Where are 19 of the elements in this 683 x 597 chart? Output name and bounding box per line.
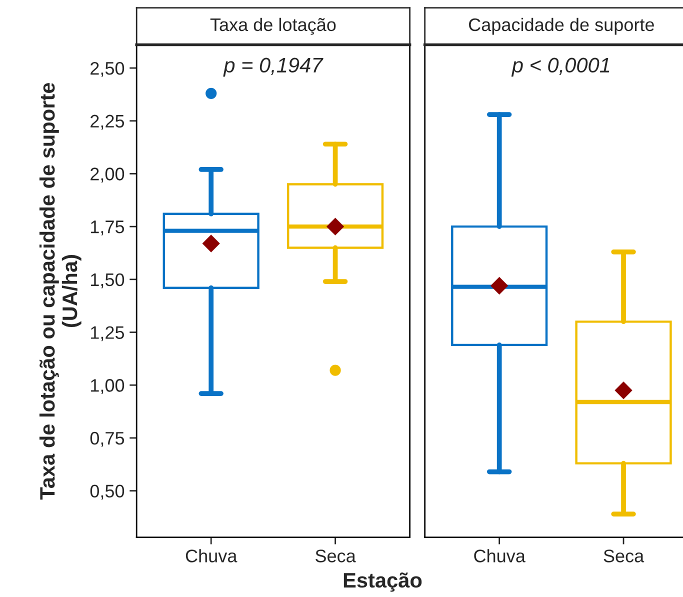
y-tick-label: 0,75: [90, 432, 124, 447]
y-tick-label: 1,50: [91, 273, 124, 288]
chart-title: Taxa de lotação: [210, 18, 336, 35]
annotation: p = 0,1947: [223, 58, 324, 77]
x-tick-label: Chuva: [474, 549, 526, 562]
y-tick-label: 2,00: [90, 168, 124, 183]
y-tick-label: 2,25: [90, 114, 124, 130]
y-axis-title: Taxa de lotação ou capacidade de suporte (UA/ha): [39, 82, 82, 500]
y-tick-label: 1,00: [91, 379, 124, 394]
chart-title: Capacidade de suporte: [468, 18, 654, 35]
y-tick-label: 0,50: [90, 484, 124, 500]
x-tick-label: Seca: [316, 550, 356, 562]
x-axis-title: Estação: [344, 572, 422, 592]
y-tick-label: 2,50: [90, 62, 124, 77]
y-tick-label: 1,75: [91, 220, 124, 236]
y-tick-label: 1,25: [91, 326, 124, 342]
annotation: p < 0,0001: [511, 58, 610, 77]
x-tick-label: Seca: [604, 550, 644, 562]
x-tick-label: Chuva: [186, 549, 238, 562]
